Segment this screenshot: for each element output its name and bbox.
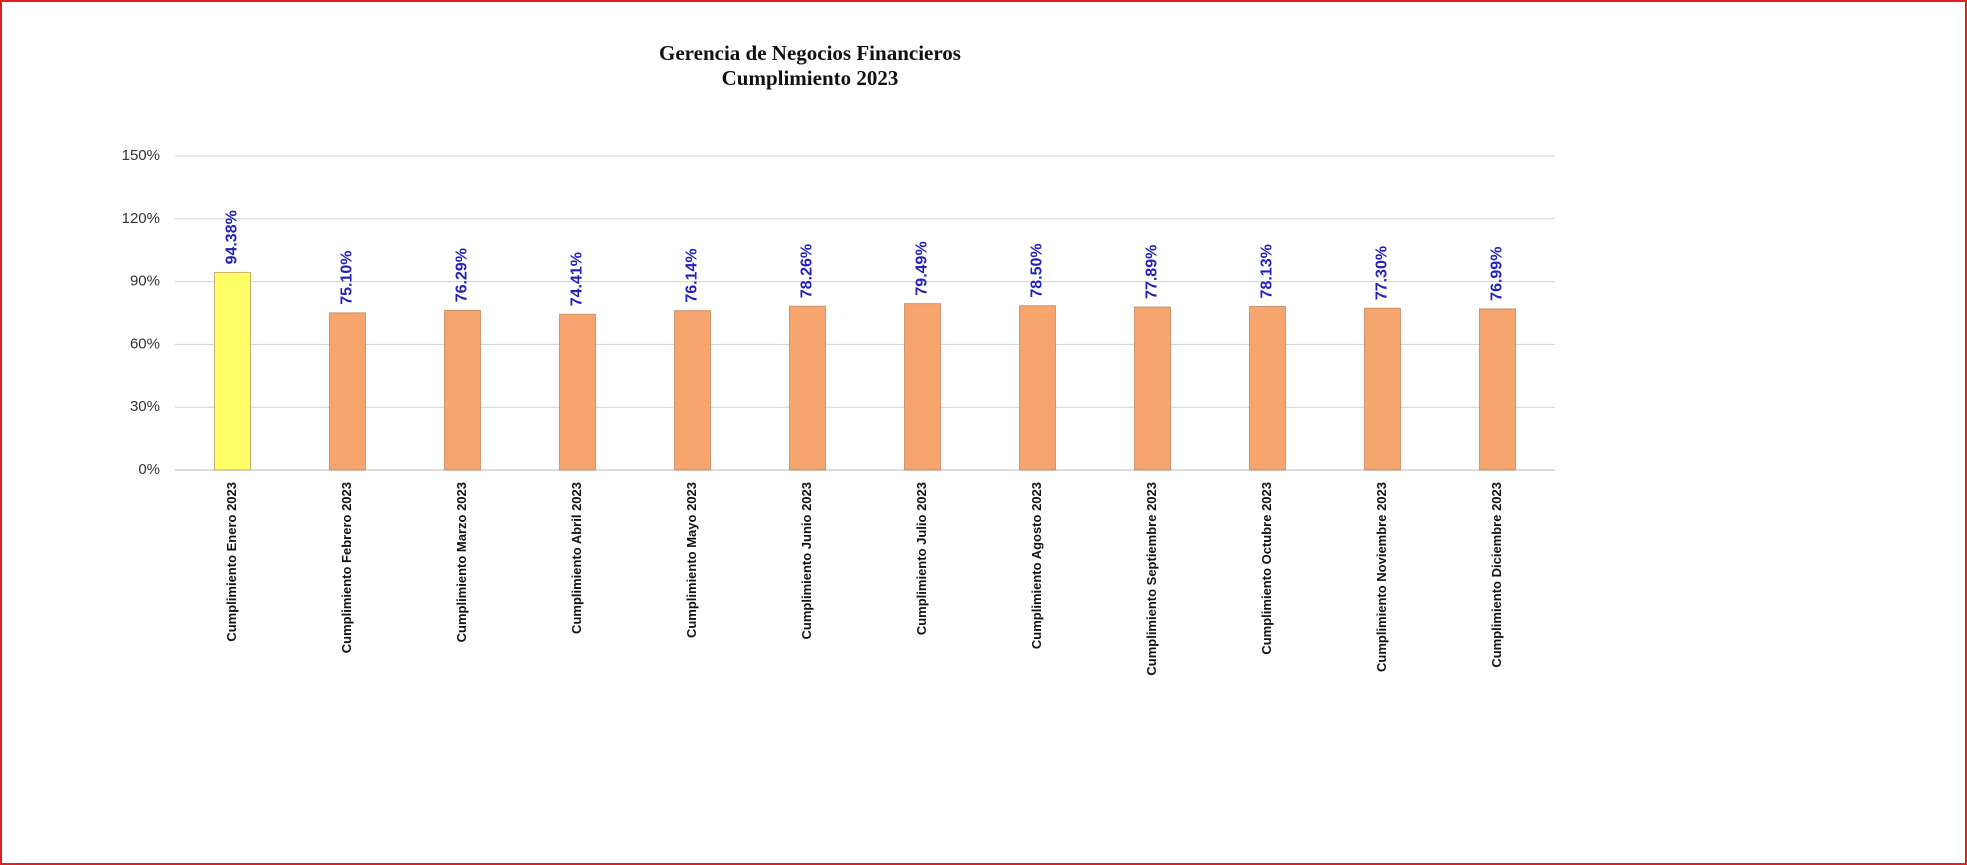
bar bbox=[444, 309, 481, 471]
y-tick-label: 60% bbox=[130, 335, 160, 352]
bar bbox=[1019, 305, 1056, 471]
bar bbox=[789, 305, 826, 471]
bar bbox=[1134, 306, 1171, 471]
chart-subtitle: Cumplimiento 2023 bbox=[722, 66, 899, 90]
chart-title: Gerencia de Negocios Financieros bbox=[659, 41, 961, 65]
bar bbox=[674, 310, 711, 471]
bar bbox=[904, 303, 941, 471]
value-label: 94.38% bbox=[224, 210, 241, 264]
y-tick-label: 30% bbox=[130, 398, 160, 415]
bar bbox=[214, 271, 251, 471]
x-tick-label: Cumplimiento Abril 2023 bbox=[569, 482, 584, 634]
bar bbox=[559, 313, 596, 471]
bar bbox=[1364, 307, 1401, 471]
x-tick-label: Cumplimiento Enero 2023 bbox=[224, 482, 239, 642]
value-label: 76.14% bbox=[684, 248, 701, 302]
y-tick-label: 150% bbox=[122, 147, 160, 164]
bar bbox=[329, 312, 366, 471]
y-tick-label: 0% bbox=[138, 461, 160, 478]
x-tick-label: Cumplimiento Marzo 2023 bbox=[454, 482, 469, 642]
value-label: 75.10% bbox=[339, 251, 356, 305]
value-label: 79.49% bbox=[914, 241, 931, 295]
x-tick-label: Cumplimiento Diciembre 2023 bbox=[1489, 482, 1504, 668]
x-tick-label: Cumplimiento Junio 2023 bbox=[799, 482, 814, 639]
x-tick-label: Cumplimiento Agosto 2023 bbox=[1029, 482, 1044, 649]
y-tick-label: 120% bbox=[122, 210, 160, 227]
y-tick-label: 90% bbox=[130, 273, 160, 290]
value-label: 78.26% bbox=[799, 244, 816, 298]
value-label: 77.30% bbox=[1374, 246, 1391, 300]
x-tick-label: Cumplimiento Octubre 2023 bbox=[1259, 482, 1274, 655]
value-label: 77.89% bbox=[1144, 245, 1161, 299]
x-tick-label: Cumplimiento Mayo 2023 bbox=[684, 482, 699, 638]
value-label: 78.50% bbox=[1029, 243, 1046, 297]
x-tick-label: Cumplimiento Septiembre 2023 bbox=[1144, 482, 1159, 676]
x-tick-label: Cumplimiento Julio 2023 bbox=[914, 482, 929, 635]
value-label: 78.13% bbox=[1259, 244, 1276, 298]
value-label: 74.41% bbox=[569, 252, 586, 306]
x-tick-label: Cumplimiento Febrero 2023 bbox=[339, 482, 354, 653]
value-label: 76.29% bbox=[454, 248, 471, 302]
bar bbox=[1249, 305, 1286, 471]
x-tick-label: Cumplimiento Noviembre 2023 bbox=[1374, 482, 1389, 672]
value-label: 76.99% bbox=[1489, 247, 1506, 301]
bar bbox=[1479, 308, 1516, 471]
